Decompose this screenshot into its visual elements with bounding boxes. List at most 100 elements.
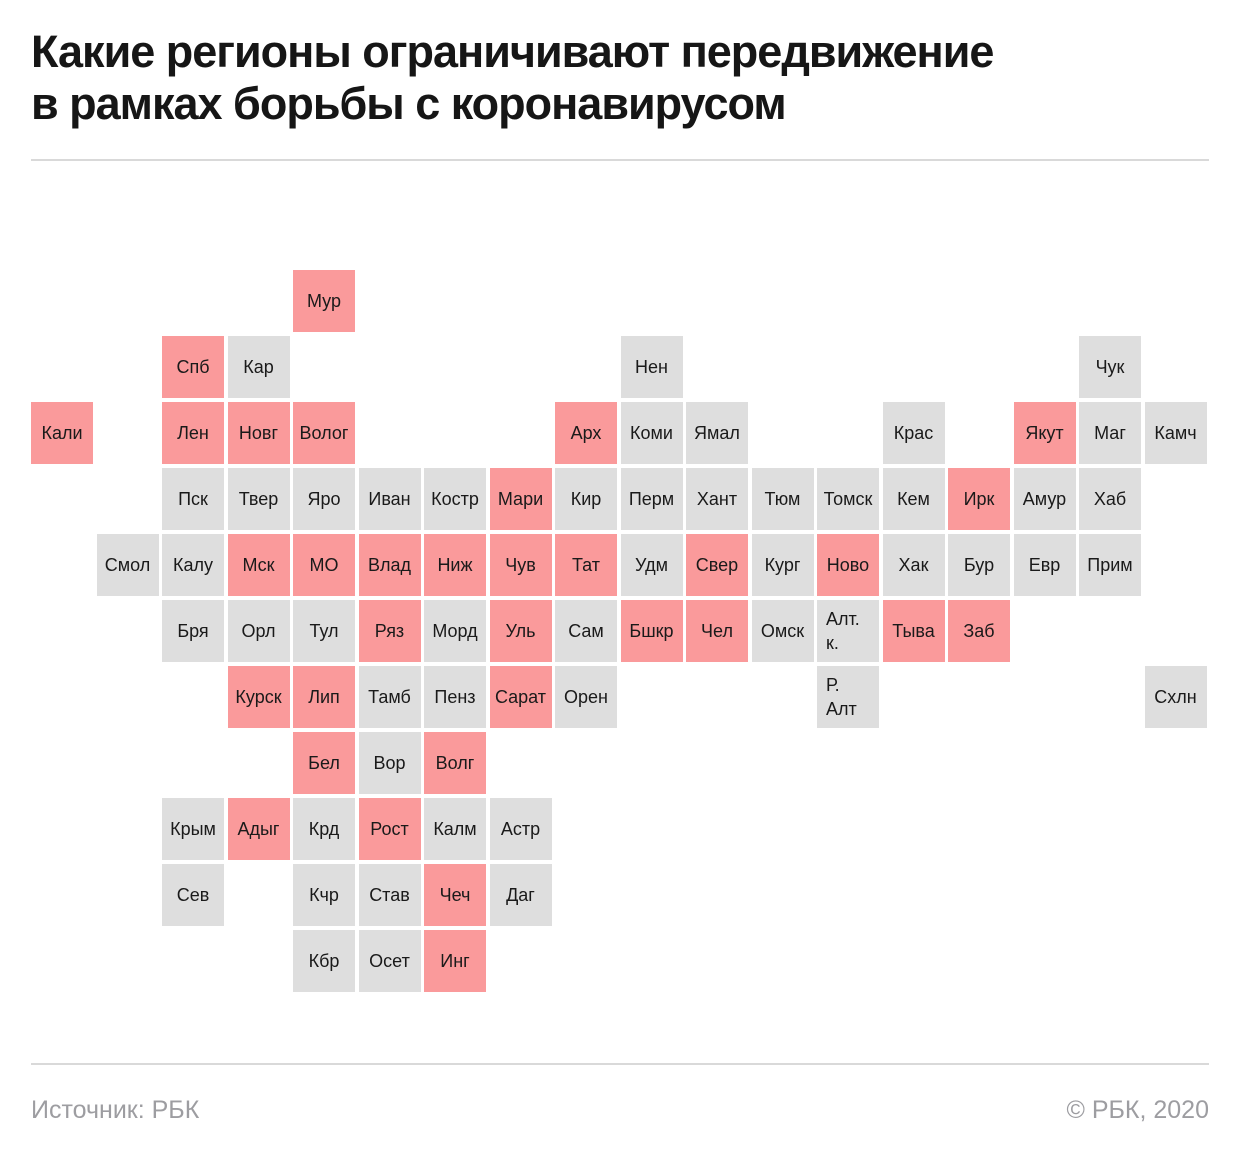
page-title: Какие регионы ограничивают передвижение в… bbox=[31, 26, 994, 130]
region-tile-label: Тамб bbox=[368, 686, 411, 707]
region-tile: Морд bbox=[424, 600, 486, 662]
region-tile: Лен bbox=[162, 402, 224, 464]
region-tile: Якут bbox=[1013, 402, 1076, 464]
region-tile-label: Нен bbox=[635, 356, 668, 377]
region-tile: Волог bbox=[293, 402, 355, 464]
footer: Источник: РБК © РБК, 2020 bbox=[31, 1096, 1209, 1125]
region-tile-label: Свер bbox=[695, 554, 739, 575]
region-tile-label: Бшкр bbox=[629, 620, 674, 641]
region-tile: Калу bbox=[162, 534, 224, 596]
region-tile: Хант bbox=[686, 468, 748, 530]
region-tile: Лип bbox=[293, 666, 355, 728]
region-tile-label: Хаб bbox=[1093, 488, 1127, 509]
region-tile: Кир bbox=[555, 468, 617, 530]
region-tile: Даг bbox=[489, 864, 552, 926]
region-tile-label: Кчр bbox=[309, 884, 339, 905]
region-tile-label: Амур bbox=[1022, 488, 1067, 509]
region-tile-label: Бур bbox=[963, 554, 995, 575]
region-tile: Орен bbox=[555, 666, 617, 728]
region-tile-label: Тюм bbox=[764, 488, 801, 509]
region-tile-label: Прим bbox=[1087, 554, 1133, 575]
region-tile-label: Коми bbox=[630, 422, 673, 443]
region-tile-label: Крд bbox=[308, 818, 340, 839]
region-tile: Вор bbox=[358, 732, 421, 794]
region-tile-label: Тат bbox=[571, 554, 601, 575]
region-tile: Кали bbox=[31, 402, 93, 464]
region-tile: Калм bbox=[424, 798, 486, 860]
region-tile-label: Сарат bbox=[494, 686, 547, 707]
region-tile: Тул bbox=[293, 600, 355, 662]
region-tile-label: Кир bbox=[570, 488, 602, 509]
region-tile-label: Хант bbox=[696, 488, 738, 509]
region-tile-grid: Мур Спб Кар Нен Чук Кали Лен Новг Волог Арх Коми Ям… bbox=[31, 270, 1207, 992]
region-tile-label: Кали bbox=[41, 422, 83, 443]
region-tile: Омск bbox=[751, 600, 814, 662]
region-tile: Уль bbox=[489, 600, 552, 662]
region-tile-label: Осет bbox=[369, 950, 410, 971]
region-tile: Волг bbox=[424, 732, 486, 794]
region-tile: Смол bbox=[96, 534, 159, 596]
region-tile: Заб bbox=[948, 600, 1010, 662]
region-tile: Спб bbox=[162, 336, 224, 398]
region-tile: Костр bbox=[424, 468, 486, 530]
region-tile-label: Арх bbox=[570, 422, 602, 443]
region-tile: Схлн bbox=[1144, 666, 1207, 728]
region-tile: Мск bbox=[227, 534, 290, 596]
region-tile-label: Орен bbox=[564, 686, 608, 707]
region-tile: Ново bbox=[817, 534, 879, 596]
region-tile-label: Чел bbox=[701, 620, 733, 641]
region-tile: Евр bbox=[1013, 534, 1076, 596]
region-tile: Чув bbox=[489, 534, 552, 596]
region-tile: Пенз bbox=[424, 666, 486, 728]
region-tile: Амур bbox=[1013, 468, 1076, 530]
region-tile-label: Чеч bbox=[439, 884, 471, 905]
region-tile-label: Морд bbox=[432, 620, 478, 641]
region-tile-label: Твер bbox=[238, 488, 279, 509]
region-tile-label: Пенз bbox=[434, 686, 476, 707]
region-tile-label: Калм bbox=[433, 818, 477, 839]
region-tile-label: Спб bbox=[176, 356, 210, 377]
region-tile-label: Алт. к. bbox=[826, 608, 860, 653]
region-tile: Маг bbox=[1079, 402, 1141, 464]
copyright-label: © РБК, 2020 bbox=[1066, 1096, 1209, 1124]
region-tile-label: Костр bbox=[431, 488, 479, 509]
region-tile-label: Крым bbox=[170, 818, 216, 839]
region-tile: Сарат bbox=[489, 666, 552, 728]
region-tile-label: Чук bbox=[1095, 356, 1125, 377]
region-tile: Осет bbox=[358, 930, 421, 992]
region-tile: Сев bbox=[162, 864, 224, 926]
region-tile: Ямал bbox=[686, 402, 748, 464]
region-tile-label: Перм bbox=[628, 488, 675, 509]
region-tile-label: Сам bbox=[568, 620, 604, 641]
region-tile-label: Ниж bbox=[437, 554, 473, 575]
region-tile: Кем bbox=[882, 468, 945, 530]
region-tile-label: Став bbox=[369, 884, 410, 905]
region-tile: Тыва bbox=[882, 600, 945, 662]
region-tile: Ниж bbox=[424, 534, 486, 596]
region-tile-label: Мск bbox=[242, 554, 275, 575]
page-title-line1: Какие регионы ограничивают передвижение bbox=[31, 26, 994, 77]
region-tile-label: Тул bbox=[309, 620, 339, 641]
region-tile: Став bbox=[358, 864, 421, 926]
region-tile: Тамб bbox=[358, 666, 421, 728]
region-tile: Иван bbox=[358, 468, 421, 530]
region-tile-label: Лен bbox=[177, 422, 209, 443]
region-tile: Кар bbox=[227, 336, 290, 398]
region-tile-label: Томск bbox=[823, 488, 873, 509]
region-tile: Новг bbox=[227, 402, 290, 464]
region-tile: Тюм bbox=[751, 468, 814, 530]
region-tile: Перм bbox=[620, 468, 683, 530]
region-tile: Рост bbox=[358, 798, 421, 860]
region-tile-label: Омск bbox=[760, 620, 805, 641]
region-tile: Р. Алт bbox=[817, 666, 879, 728]
region-tile-label: Кург bbox=[764, 554, 801, 575]
region-tile-label: Пск bbox=[178, 488, 208, 509]
region-tile: Яро bbox=[293, 468, 355, 530]
source-label: Источник: РБК bbox=[31, 1096, 200, 1124]
region-tile-label: Кем bbox=[897, 488, 930, 509]
region-tile-label: Мур bbox=[306, 290, 341, 311]
region-tile: Мур bbox=[293, 270, 355, 332]
region-tile: Удм bbox=[620, 534, 683, 596]
region-tile-label: Вор bbox=[373, 752, 406, 773]
region-tile: Мари bbox=[489, 468, 552, 530]
